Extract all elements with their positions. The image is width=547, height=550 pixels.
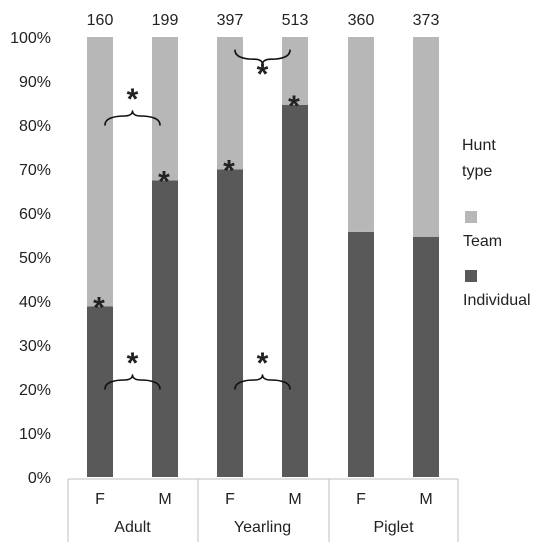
y-tick-label: 0%: [28, 470, 51, 487]
sample-size-label: 513: [282, 12, 309, 29]
comparison-star: *: [127, 347, 139, 380]
sample-size-label: 160: [87, 12, 114, 29]
x-tick-label: F: [225, 491, 235, 508]
significance-star: *: [93, 291, 105, 324]
y-tick-label: 60%: [19, 206, 51, 223]
bar-team-2: [217, 37, 243, 170]
bar-individual-0: [87, 306, 113, 477]
legend-title-line-2: type: [462, 163, 492, 180]
y-tick-label: 30%: [19, 338, 51, 355]
y-tick-label: 100%: [10, 30, 51, 47]
comparison-brace: [104, 110, 161, 126]
y-tick-label: 10%: [19, 426, 51, 443]
comparison-star: *: [257, 58, 269, 91]
bar-team-1: [152, 37, 178, 181]
comparison-star: *: [257, 347, 269, 380]
y-tick-label: 50%: [19, 250, 51, 267]
significance-star: *: [158, 165, 170, 198]
significance-annotations: * * * * * * * *: [93, 49, 300, 390]
sample-size-label: 397: [217, 12, 244, 29]
legend-swatch-individual: [465, 270, 477, 282]
comparison-star: *: [127, 83, 139, 116]
comparison-brace: [104, 374, 161, 390]
legend-title-line-1: Hunt: [462, 137, 496, 154]
bar-team-3: [282, 37, 308, 105]
x-tick-label: F: [356, 491, 366, 508]
sample-size-label: 199: [152, 12, 179, 29]
group-label-adult: Adult: [114, 519, 151, 536]
significance-star: *: [288, 90, 300, 123]
bar-individual-4: [348, 231, 374, 477]
bar-individual-2: [217, 169, 243, 477]
sample-size-label: 373: [413, 12, 440, 29]
bar-team-5: [413, 37, 439, 237]
legend-label-team: Team: [463, 233, 502, 250]
y-tick-label: 70%: [19, 162, 51, 179]
significance-star: *: [223, 154, 235, 187]
y-axis: 0% 10% 20% 30% 40% 50% 60% 70% 80% 90% 100%: [10, 30, 51, 487]
bar-team-4: [348, 37, 374, 232]
x-tick-label: M: [419, 491, 432, 508]
y-tick-label: 40%: [19, 294, 51, 311]
legend-swatch-team: [465, 211, 477, 223]
sample-size-label: 360: [348, 12, 375, 29]
sample-size-labels: 160 199 397 513 360 373: [87, 12, 440, 29]
comparison-brace: [234, 49, 291, 65]
x-tick-label: M: [288, 491, 301, 508]
x-tick-label: M: [158, 491, 171, 508]
x-tick-label: F: [95, 491, 105, 508]
legend-label-individual: Individual: [463, 292, 531, 309]
y-tick-label: 80%: [19, 118, 51, 135]
bars: [87, 37, 439, 477]
y-tick-label: 90%: [19, 74, 51, 91]
legend: Hunt type Team Individual: [462, 137, 531, 309]
group-label-yearling: Yearling: [234, 519, 291, 536]
x-axis: F M F M F M Adult Yearling Piglet: [67, 478, 459, 542]
bar-individual-3: [282, 104, 308, 477]
bar-individual-1: [152, 180, 178, 477]
comparison-brace: [234, 374, 291, 390]
bar-team-0: [87, 37, 113, 307]
bar-individual-5: [413, 236, 439, 477]
y-tick-label: 20%: [19, 382, 51, 399]
group-label-piglet: Piglet: [373, 519, 414, 536]
